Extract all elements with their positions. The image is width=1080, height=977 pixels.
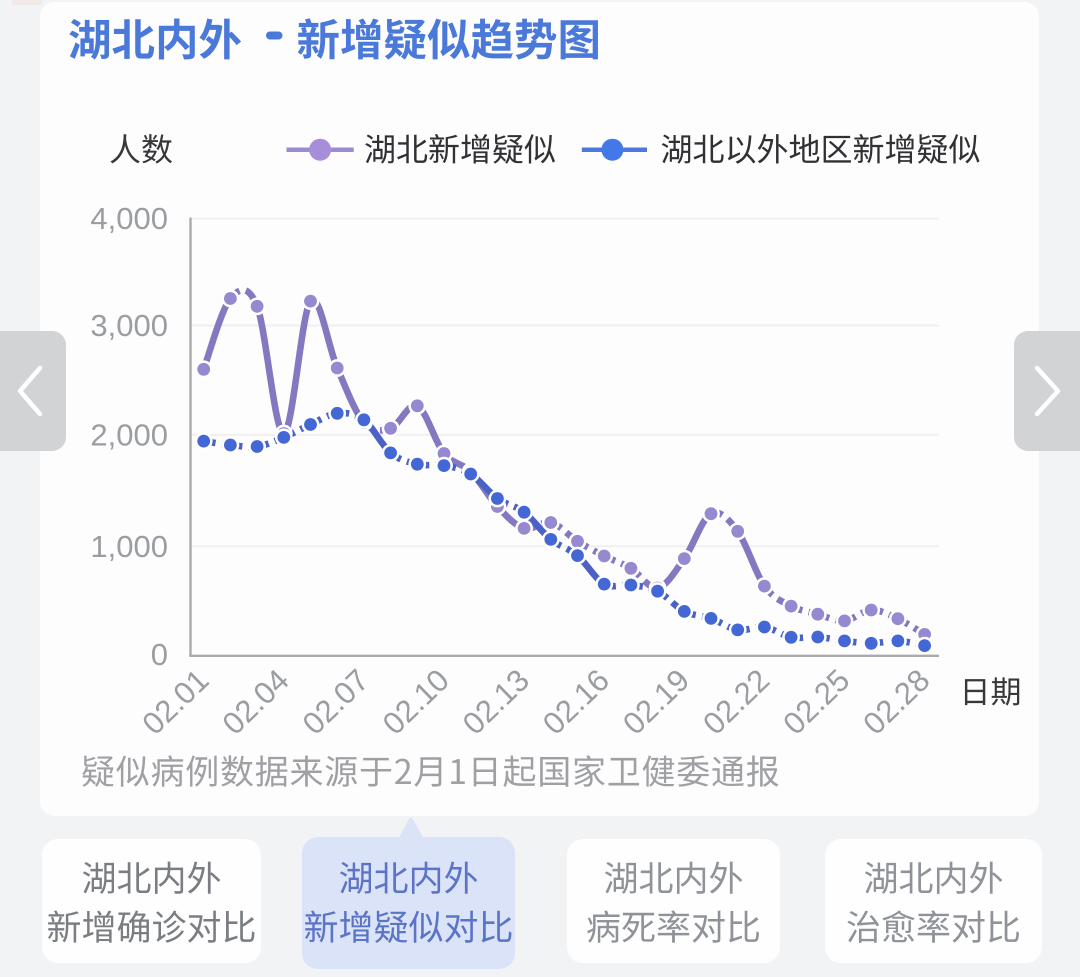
svg-text:4,000: 4,000 [90,201,168,236]
svg-text:3,000: 3,000 [90,308,168,343]
svg-text:0: 0 [151,637,168,672]
svg-text:1,000: 1,000 [90,529,168,564]
svg-text:2,000: 2,000 [90,417,168,452]
